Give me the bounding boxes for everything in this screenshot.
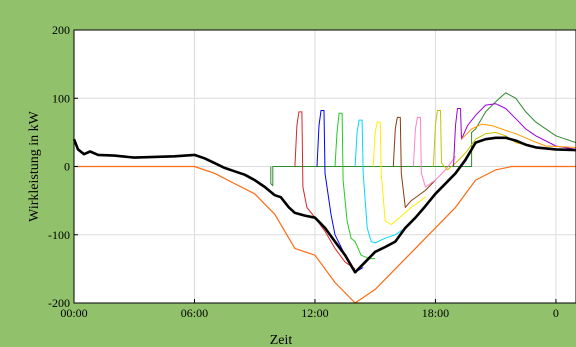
series-line-13 (72, 136, 576, 274)
x-tick-label: 06:00 (181, 306, 208, 320)
series-line-12 (461, 123, 576, 148)
x-tick-labels: 00:00 06:00 12:00 18:00 0 (60, 299, 559, 320)
series-line-7 (372, 121, 426, 225)
y-tick-label: -200 (48, 296, 70, 310)
y-tick-labels: -200 -100 0 100 200 (48, 23, 78, 310)
series-line-5 (334, 112, 376, 260)
y-tick-label: 200 (52, 23, 70, 37)
y-tick-label: 0 (64, 160, 70, 174)
series-line-9 (412, 116, 456, 188)
x-tick-label: 00:00 (60, 306, 87, 320)
series-line-6 (354, 119, 406, 244)
y-tick-label: 100 (52, 91, 70, 105)
x-tick-label: 12:00 (301, 306, 328, 320)
x-axis-label: Zeit (270, 333, 293, 347)
series-line-11 (453, 103, 576, 167)
x-tick-label: 0 (553, 306, 559, 320)
x-tick-label: 18:00 (422, 306, 449, 320)
y-tick-label: -100 (48, 228, 70, 242)
series-line-8 (392, 116, 436, 208)
series-line-2 (270, 92, 576, 187)
y-axis-label: Wirkleistung in kW (27, 110, 42, 221)
series-line-3 (294, 111, 356, 270)
